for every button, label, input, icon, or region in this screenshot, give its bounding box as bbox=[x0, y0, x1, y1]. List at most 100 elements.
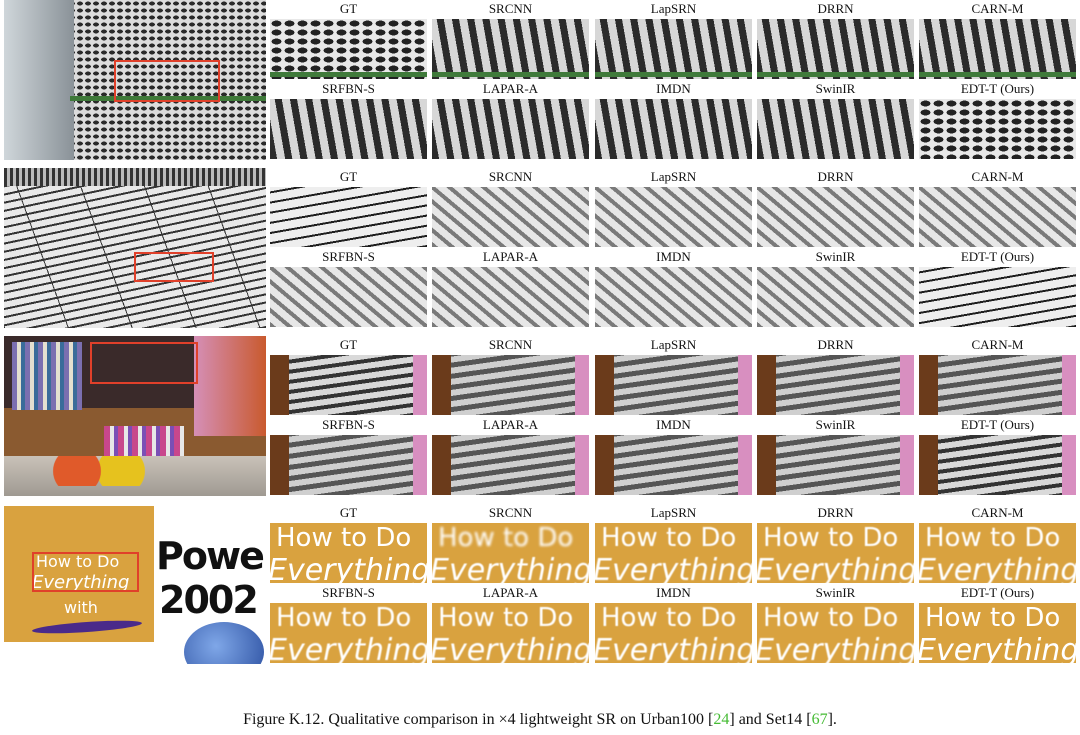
vent-strip bbox=[4, 168, 266, 186]
green-ledge bbox=[432, 72, 589, 77]
crop-image: How to Do Everything bbox=[432, 523, 589, 583]
crop-image bbox=[757, 99, 914, 159]
crop-text-line2: Everything bbox=[757, 633, 914, 663]
reference-image bbox=[4, 0, 266, 160]
method-label: DRRN bbox=[817, 505, 854, 520]
method-label: IMDN bbox=[656, 417, 691, 432]
window-region bbox=[4, 0, 74, 160]
crop-text-line1: How to Do bbox=[925, 603, 1061, 633]
crop-image bbox=[757, 187, 914, 247]
cover-line2: Everything bbox=[32, 572, 130, 593]
row-urban-stripes bbox=[0, 168, 1080, 328]
pink-wall bbox=[900, 355, 914, 415]
method-label: SwinIR bbox=[815, 81, 856, 96]
crop-image: How to Do Everything bbox=[919, 523, 1076, 583]
crop-text-line1: How to Do bbox=[763, 603, 899, 633]
reference-image bbox=[4, 168, 266, 328]
pink-wall bbox=[1062, 435, 1076, 495]
cover-line3: with bbox=[64, 598, 98, 617]
method-label: GT bbox=[339, 337, 358, 352]
method-label: GT bbox=[339, 1, 358, 16]
crop-image bbox=[432, 267, 589, 327]
crop-image bbox=[432, 355, 589, 415]
crop-image bbox=[919, 435, 1076, 495]
method-label: IMDN bbox=[656, 81, 691, 96]
method-label: SRFBN-S bbox=[322, 417, 375, 432]
highlight-box bbox=[134, 252, 214, 282]
crop-image bbox=[270, 19, 427, 79]
crop-image bbox=[757, 267, 914, 327]
crop-image: How to Do Everything bbox=[595, 523, 752, 583]
citation-link[interactable]: 24 bbox=[713, 711, 730, 728]
crop-image bbox=[595, 355, 752, 415]
method-label: DRRN bbox=[817, 337, 854, 352]
crop-text-line1: How to Do bbox=[601, 603, 737, 633]
figure: How to Do Everything with PowerI 2002 GT… bbox=[0, 0, 1080, 664]
pink-wall bbox=[194, 336, 266, 436]
crop-image: How to Do Everything bbox=[595, 603, 752, 663]
method-label: EDT-T (Ours) bbox=[960, 81, 1035, 96]
crop-image bbox=[757, 435, 914, 495]
method-label: GT bbox=[339, 169, 358, 184]
green-ledge bbox=[919, 72, 1076, 77]
method-label: LAPAR-A bbox=[482, 81, 539, 96]
method-label: IMDN bbox=[656, 249, 691, 264]
method-label: DRRN bbox=[817, 1, 854, 16]
green-ledge bbox=[270, 72, 427, 77]
books-left bbox=[12, 342, 82, 410]
crop-image bbox=[595, 19, 752, 79]
method-label: LAPAR-A bbox=[482, 417, 539, 432]
crop-text-line1: How to Do bbox=[763, 523, 899, 553]
citation-link[interactable]: 67 bbox=[811, 711, 828, 728]
method-label: CARN-M bbox=[971, 505, 1024, 520]
method-label: SRCNN bbox=[488, 169, 533, 184]
pink-wall bbox=[413, 435, 427, 495]
method-label: CARN-M bbox=[971, 337, 1024, 352]
crop-image bbox=[595, 99, 752, 159]
crop-image bbox=[432, 435, 589, 495]
crop-image bbox=[270, 355, 427, 415]
crop-image bbox=[919, 19, 1076, 79]
crop-text-line1: How to Do bbox=[601, 523, 737, 553]
crop-image: How to Do Everything bbox=[919, 603, 1076, 663]
method-label: EDT-T (Ours) bbox=[960, 417, 1035, 432]
crop-image bbox=[919, 187, 1076, 247]
crop-text-line2: Everything bbox=[432, 633, 589, 663]
method-label: IMDN bbox=[656, 585, 691, 600]
method-label: SRCNN bbox=[488, 505, 533, 520]
crop-text-line1: How to Do bbox=[438, 603, 574, 633]
crop-text-line2: Everything bbox=[595, 633, 752, 663]
crop-image bbox=[432, 187, 589, 247]
highlight-box bbox=[90, 342, 198, 384]
method-label: LAPAR-A bbox=[482, 585, 539, 600]
crop-image bbox=[595, 435, 752, 495]
method-label: GT bbox=[339, 505, 358, 520]
method-label: SwinIR bbox=[815, 417, 856, 432]
method-label: EDT-T (Ours) bbox=[960, 585, 1035, 600]
green-ledge bbox=[595, 72, 752, 77]
crop-text-line1: How to Do bbox=[925, 523, 1061, 553]
method-label: LapSRN bbox=[650, 169, 697, 184]
crop-image: How to Do Everything bbox=[270, 603, 427, 663]
pink-wall bbox=[900, 435, 914, 495]
reference-image bbox=[4, 336, 266, 496]
method-label: EDT-T (Ours) bbox=[960, 249, 1035, 264]
cover-power: PowerI bbox=[156, 534, 266, 578]
pink-wall bbox=[738, 435, 752, 495]
method-label: DRRN bbox=[817, 169, 854, 184]
highlight-box bbox=[114, 60, 220, 102]
method-label: CARN-M bbox=[971, 1, 1024, 16]
caption-prefix: Figure K.12. Qualitative comparison in ×… bbox=[243, 711, 714, 728]
row-book-cover: How to Do Everything with PowerI 2002 bbox=[0, 504, 1080, 664]
caption-suffix: ]. bbox=[827, 711, 837, 728]
method-label: SRCNN bbox=[488, 337, 533, 352]
crop-text-line1: How to Do bbox=[438, 523, 574, 553]
pink-wall bbox=[1062, 355, 1076, 415]
pink-wall bbox=[575, 435, 589, 495]
toys bbox=[44, 456, 154, 486]
crop-text-line2: Everything bbox=[270, 553, 427, 583]
crop-text-line1: How to Do bbox=[276, 603, 412, 633]
caption-middle: ] and Set14 [ bbox=[729, 711, 812, 728]
reference-image: How to Do Everything with PowerI 2002 bbox=[4, 504, 266, 664]
crop-image bbox=[919, 267, 1076, 327]
